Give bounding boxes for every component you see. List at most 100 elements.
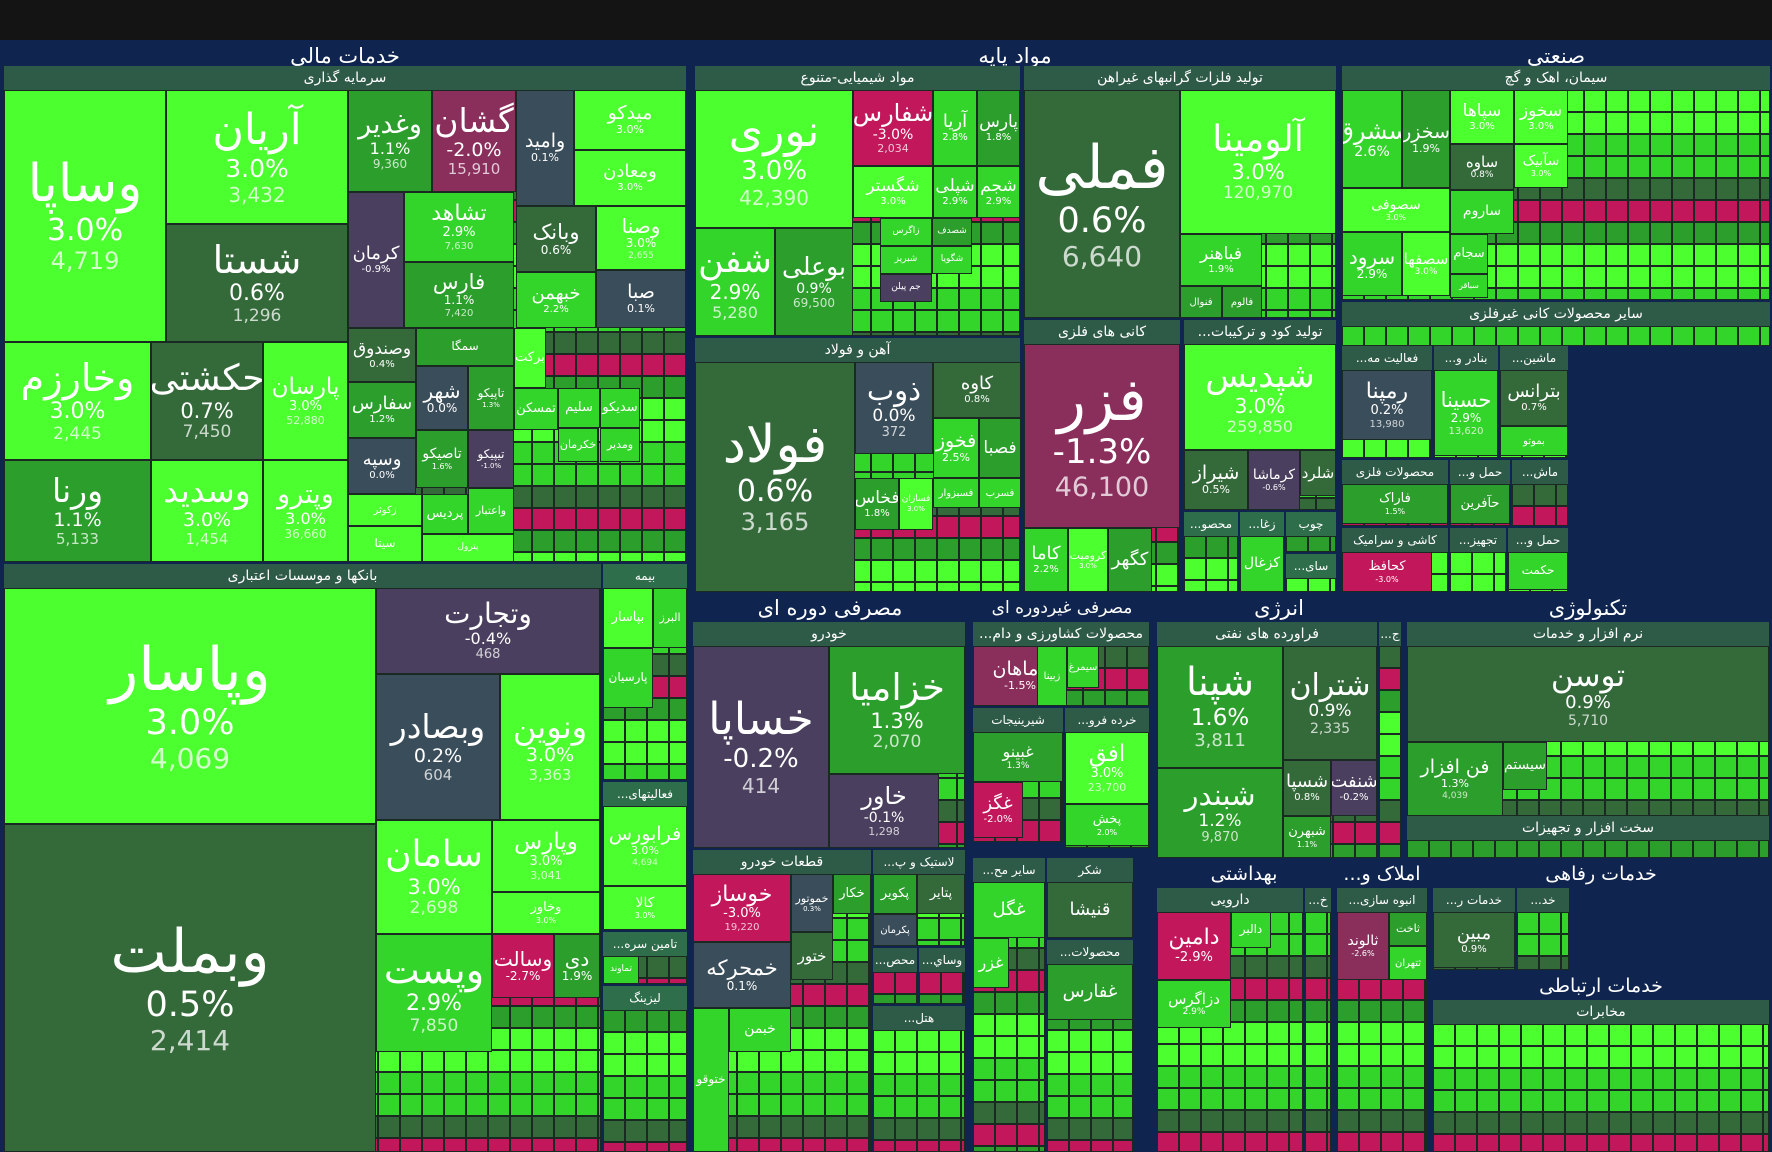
stock-tile[interactable]: پکویر xyxy=(873,874,917,914)
stock-tile[interactable]: نوری 3.0% 42,390 xyxy=(695,90,853,228)
stock-tile[interactable]: سخزر 1.9% xyxy=(1402,90,1450,188)
stock-tile[interactable]: خکار xyxy=(833,874,871,914)
stock-tile[interactable]: فارس 1.1% 7,420 xyxy=(404,262,514,328)
stock-tile[interactable]: وسپه 0.0% xyxy=(348,438,416,494)
stock-tile[interactable]: سرود 2.9% xyxy=(1342,232,1402,296)
stock-tile[interactable]: شفارس -3.0% 2,034 xyxy=(853,90,933,166)
stock-tile[interactable]: فالوم xyxy=(1222,286,1262,318)
stock-tile[interactable]: بموتو xyxy=(1500,426,1568,456)
stock-tile[interactable]: شگستر 3.0% xyxy=(853,166,933,218)
stock-tile[interactable]: بپاسار xyxy=(603,588,653,648)
stock-tile[interactable]: ختور xyxy=(791,932,833,980)
stock-tile[interactable]: پتایر xyxy=(917,874,965,914)
stock-tile[interactable]: وخاور 3.0% xyxy=(492,892,600,934)
stock-tile[interactable]: تاپیکو 1.3% xyxy=(468,366,514,430)
stock-tile[interactable]: فسبزوار xyxy=(933,478,979,508)
stock-tile[interactable]: شفن 2.9% 5,280 xyxy=(695,228,775,336)
stock-tile[interactable]: وبصادر 0.2% 604 xyxy=(376,674,500,820)
stock-tile[interactable]: البرز xyxy=(653,588,687,648)
stock-tile[interactable]: دزاگرس 2.9% xyxy=(1157,980,1231,1028)
stock-tile[interactable]: فسرب xyxy=(979,478,1021,508)
stock-tile[interactable]: فباهنر 1.9% xyxy=(1180,234,1262,286)
stock-tile[interactable]: گشان -2.0% 15,910 xyxy=(432,90,516,192)
stock-tile[interactable]: خاور -0.1% 1,298 xyxy=(829,774,939,848)
stock-tile[interactable]: شیراز 0.5% xyxy=(1184,450,1248,510)
stock-tile[interactable]: دالبر xyxy=(1231,912,1271,948)
stock-tile[interactable]: وتجارت -0.4% 468 xyxy=(376,588,600,674)
stock-tile[interactable]: غبینو 1.3% xyxy=(973,732,1063,782)
stock-tile[interactable]: زکوثر xyxy=(348,494,422,526)
stock-tile[interactable]: سباقر xyxy=(1450,274,1488,298)
stock-tile[interactable]: شجم 2.9% xyxy=(977,166,1020,218)
stock-tile[interactable]: قنیشا xyxy=(1047,882,1133,938)
stock-tile[interactable]: کزغال xyxy=(1240,536,1284,592)
stock-tile[interactable]: سآبیک 3.0% xyxy=(1514,144,1568,188)
stock-tile[interactable]: شبهرن 1.1% xyxy=(1283,816,1331,858)
stock-tile[interactable]: حآفرین xyxy=(1450,484,1510,524)
stock-tile[interactable]: پترول xyxy=(422,534,514,562)
stock-tile[interactable]: شصدف xyxy=(932,218,972,246)
stock-tile[interactable]: ختوقو xyxy=(693,1008,729,1152)
stock-tile[interactable]: وصندوق 0.4% xyxy=(348,328,416,382)
stock-tile[interactable]: آریا 2.8% xyxy=(933,90,977,166)
stock-tile[interactable]: حکمت xyxy=(1508,552,1568,590)
stock-tile[interactable]: فخاس 1.8% xyxy=(855,478,899,530)
stock-tile[interactable]: دامین -2.9% xyxy=(1157,912,1231,980)
stock-tile[interactable]: فولاد 0.6% 3,165 xyxy=(695,362,855,592)
stock-tile[interactable]: زبینا xyxy=(1037,646,1067,706)
stock-tile[interactable]: غگل xyxy=(973,882,1045,938)
stock-tile[interactable]: فسازان 3.0% xyxy=(899,478,933,530)
stock-tile[interactable]: فن افزار 1.3% 4,039 xyxy=(1407,742,1503,816)
stock-tile[interactable]: وامید 0.1% xyxy=(516,90,574,206)
stock-tile[interactable]: سیمرغ xyxy=(1067,646,1099,688)
stock-tile[interactable]: وسالت -2.7% xyxy=(492,934,554,998)
stock-tile[interactable]: وپست 2.9% 7,850 xyxy=(376,934,492,1052)
stock-tile[interactable]: پارسیان xyxy=(603,648,653,708)
stock-tile[interactable]: میدکو 3.0% xyxy=(574,90,686,150)
stock-tile[interactable]: غزر xyxy=(973,938,1009,988)
stock-tile[interactable]: کالا 3.0% xyxy=(603,886,687,930)
stock-tile[interactable]: وساپا 3.0% 4,719 xyxy=(4,90,166,342)
stock-tile[interactable]: کاما 2.2% xyxy=(1024,528,1068,592)
stock-tile[interactable]: وپاسار 3.0% 4,069 xyxy=(4,588,376,824)
stock-tile[interactable]: تمسکن xyxy=(514,388,558,430)
stock-tile[interactable]: کرماشا -0.6% xyxy=(1248,450,1300,510)
stock-tile[interactable]: سیتا xyxy=(348,526,422,562)
stock-tile[interactable]: مبین 0.9% xyxy=(1433,912,1515,968)
stock-tile[interactable]: پخش 2.0% xyxy=(1065,804,1149,846)
stock-tile[interactable]: جم پیلن xyxy=(880,274,932,302)
stock-tile[interactable]: سخوز 3.0% xyxy=(1514,90,1568,144)
stock-tile[interactable]: غگز -2.0% xyxy=(973,782,1023,838)
stock-tile[interactable]: وبملت 0.5% 2,414 xyxy=(4,824,376,1152)
stock-tile[interactable]: حسینا 2.9% 13,620 xyxy=(1434,370,1498,456)
stock-tile[interactable]: کرومیت 3.0% xyxy=(1068,528,1108,592)
stock-tile[interactable]: کگهر xyxy=(1108,528,1152,592)
stock-tile[interactable]: شبندر 1.2% 9,870 xyxy=(1157,768,1283,858)
stock-tile[interactable]: حکشتی 0.7% 7,450 xyxy=(151,342,263,460)
stock-tile[interactable]: سدیکو xyxy=(600,388,640,428)
stock-tile[interactable]: وغدیر 1.1% 9,360 xyxy=(348,90,432,192)
stock-tile[interactable]: سلیم xyxy=(558,388,600,428)
stock-tile[interactable]: غفارس xyxy=(1047,964,1133,1020)
stock-tile[interactable]: فخوز 2.5% xyxy=(933,418,979,478)
stock-tile[interactable]: شپنا 1.6% 3,811 xyxy=(1157,646,1283,768)
stock-tile[interactable]: وصنا 3.0% 2,655 xyxy=(596,206,686,270)
stock-tile[interactable]: ومعادن 3.0% xyxy=(574,150,686,206)
stock-tile[interactable]: کاوه 0.8% xyxy=(933,362,1021,418)
stock-tile[interactable]: فزر -1.3% 46,100 xyxy=(1024,344,1180,528)
stock-tile[interactable]: شپدیس 3.0% 259,850 xyxy=(1184,344,1336,450)
stock-tile[interactable]: پردیس xyxy=(422,494,468,534)
stock-tile[interactable]: شنفت -0.2% xyxy=(1331,760,1377,816)
stock-tile[interactable]: بترانس 0.7% xyxy=(1500,370,1568,426)
stock-tile[interactable]: شستا 0.6% 1,296 xyxy=(166,224,348,342)
stock-tile[interactable]: ساوه 0.8% xyxy=(1450,144,1514,190)
stock-tile[interactable]: تماوند xyxy=(603,956,639,984)
stock-tile[interactable]: واعتبار xyxy=(468,488,514,534)
stock-tile[interactable]: ثاخت xyxy=(1389,912,1427,946)
stock-tile[interactable]: ساروم xyxy=(1450,190,1514,234)
stock-tile[interactable]: شلرد xyxy=(1300,450,1336,496)
stock-tile[interactable]: آلومینا 3.0% 120,970 xyxy=(1180,90,1336,234)
stock-tile[interactable]: ونوین 3.0% 3,363 xyxy=(500,674,600,820)
stock-tile[interactable]: شتران 0.9% 2,335 xyxy=(1283,646,1377,760)
stock-tile[interactable]: خوساز -3.0% 19,220 xyxy=(693,874,791,942)
